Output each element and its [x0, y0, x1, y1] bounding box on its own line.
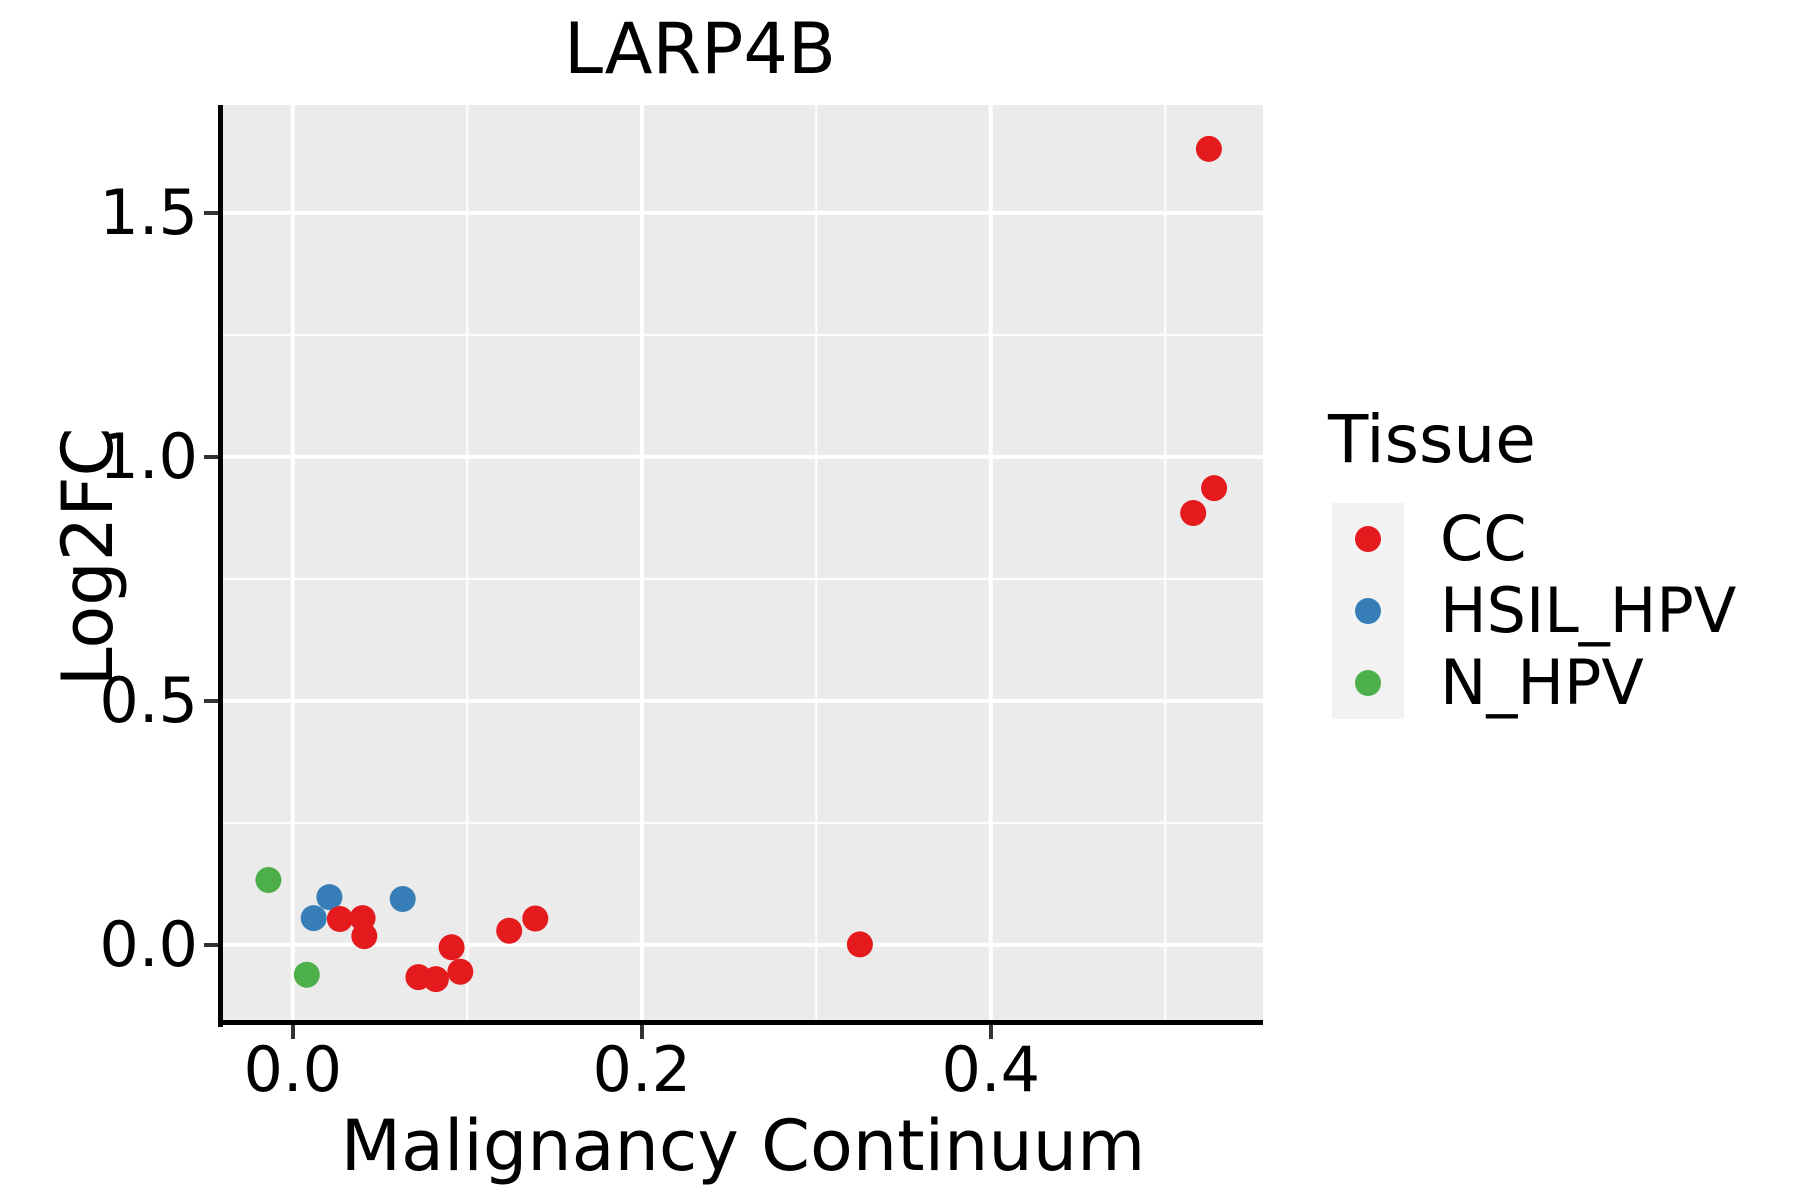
y-tick-label: 1.0	[99, 419, 198, 493]
data-point-HSIL_HPV	[300, 905, 327, 932]
plot-canvas	[223, 105, 1263, 1022]
legend-key-N_HPV	[1332, 647, 1404, 719]
data-point-CC	[1180, 500, 1207, 526]
data-point-CC	[522, 905, 549, 932]
y-tick-label: 0.0	[99, 907, 198, 981]
data-point-CC	[351, 923, 378, 950]
data-point-HSIL_HPV	[316, 884, 343, 911]
plot-title: LARP4B	[564, 8, 836, 90]
legend-label: CC	[1440, 502, 1527, 575]
x-tick-label: 0.4	[941, 1033, 1041, 1106]
y-axis-line	[218, 105, 223, 1027]
dot-icon	[1355, 670, 1381, 696]
x-axis-line	[218, 1020, 1263, 1025]
legend-key-CC	[1332, 503, 1404, 575]
y-tick-label: 0.5	[99, 663, 198, 737]
plot-panel	[223, 105, 1263, 1022]
x-axis-tick	[290, 1025, 295, 1039]
data-point-CC	[1201, 475, 1228, 502]
data-point-CC	[846, 931, 873, 958]
y-axis-tick	[204, 210, 218, 215]
data-point-CC	[447, 958, 474, 985]
data-point-HSIL_HPV	[389, 886, 416, 912]
legend-title: Tissue	[1328, 401, 1536, 478]
x-axis-title: Malignancy Continuum	[340, 1105, 1146, 1187]
legend-key-HSIL_HPV	[1332, 575, 1404, 647]
x-axis-tick	[639, 1025, 644, 1039]
data-point-N_HPV	[255, 867, 282, 893]
legend-label: HSIL_HPV	[1440, 574, 1737, 647]
y-axis-tick	[204, 698, 218, 703]
data-point-CC	[422, 966, 449, 993]
y-axis-title: Log2FC	[47, 427, 129, 687]
x-axis-tick	[988, 1025, 993, 1039]
data-point-CC	[1195, 135, 1222, 162]
data-point-CC	[438, 934, 465, 961]
data-point-CC	[496, 917, 523, 944]
y-tick-label: 1.5	[99, 175, 198, 249]
dot-icon	[1355, 598, 1381, 624]
data-point-N_HPV	[293, 961, 320, 988]
y-axis-tick	[204, 942, 218, 947]
legend-label: N_HPV	[1440, 646, 1644, 719]
y-axis-tick	[204, 454, 218, 459]
dot-icon	[1355, 526, 1381, 552]
x-tick-label: 0.0	[243, 1033, 343, 1106]
data-point-CC	[326, 906, 353, 932]
x-tick-label: 0.2	[592, 1033, 692, 1106]
